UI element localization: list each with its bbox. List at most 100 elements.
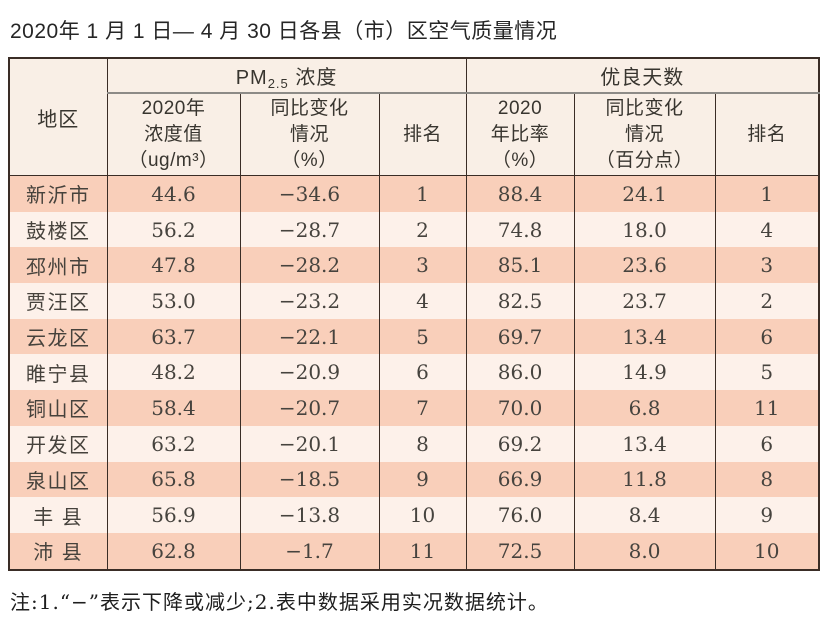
header-pm-change: 同比变化 情况 （%）: [239, 93, 380, 176]
pm-rank-cell: 6: [378, 354, 467, 391]
pm25-label-subscript: 2.5: [267, 76, 289, 91]
region-cell: 泉山区: [8, 461, 108, 498]
pm-rank-cell: 4: [378, 283, 467, 319]
table-row: 鼓楼区 56.2 −28.7 2 74.8 18.0 4: [8, 211, 820, 248]
ratio-cell: 66.9: [465, 461, 575, 498]
pm-rank-cell: 7: [378, 390, 467, 426]
header-ratio-change: 同比变化 情况 （百分点）: [573, 93, 716, 176]
pm-rank-cell: 9: [378, 461, 467, 498]
region-cell: 云龙区: [8, 318, 108, 355]
ratio-change-cell: 14.9: [573, 354, 716, 391]
region-cell: 铜山区: [8, 390, 108, 426]
ratio-change-cell: 8.4: [573, 497, 716, 533]
pm-change-cell: −18.5: [239, 461, 380, 498]
ratio-change-cell: 13.4: [573, 318, 716, 355]
region-cell: 睢宁县: [8, 354, 108, 391]
ratio-rank-cell: 4: [714, 211, 820, 248]
pm-value-cell: 47.8: [106, 247, 241, 284]
region-cell: 邳州市: [8, 247, 108, 284]
ratio-cell: 74.8: [465, 211, 575, 248]
ratio-change-cell: 23.6: [573, 247, 716, 284]
ratio-cell: 82.5: [465, 283, 575, 319]
ratio-rank-cell: 10: [714, 532, 820, 570]
pm-change-cell: −28.2: [239, 247, 380, 284]
ratio-rank-cell: 9: [714, 497, 820, 533]
ratio-change-cell: 23.7: [573, 283, 716, 319]
table-row: 贾汪区 53.0 −23.2 4 82.5 23.7 2: [8, 283, 820, 319]
table-row: 泉山区 65.8 −18.5 9 66.9 11.8 8: [8, 461, 820, 498]
pm25-label-base: PM: [235, 67, 268, 89]
table-row: 丰 县 56.9 −13.8 10 76.0 8.4 9: [8, 497, 820, 533]
table-row: 睢宁县 48.2 −20.9 6 86.0 14.9 5: [8, 354, 820, 391]
pm25-label-rest: 浓度: [288, 67, 338, 89]
pm-change-cell: −20.9: [239, 354, 380, 391]
pm-change-cell: −20.1: [239, 425, 380, 462]
ratio-cell: 85.1: [465, 247, 575, 284]
table-row: 铜山区 58.4 −20.7 7 70.0 6.8 11: [8, 390, 820, 426]
ratio-change-cell: 13.4: [573, 425, 716, 462]
pm-rank-cell: 1: [378, 175, 467, 212]
pm-change-cell: −1.7: [239, 532, 380, 570]
pm-value-cell: 48.2: [106, 354, 241, 391]
pm-value-cell: 63.2: [106, 425, 241, 462]
ratio-cell: 69.2: [465, 425, 575, 462]
ratio-rank-cell: 5: [714, 354, 820, 391]
ratio-rank-cell: 1: [714, 175, 820, 212]
pm-value-cell: 63.7: [106, 318, 241, 355]
ratio-cell: 88.4: [465, 175, 575, 212]
ratio-rank-cell: 8: [714, 461, 820, 498]
ratio-cell: 69.7: [465, 318, 575, 355]
region-cell: 新沂市: [8, 175, 108, 212]
pm-change-cell: −28.7: [239, 211, 380, 248]
pm-rank-cell: 3: [378, 247, 467, 284]
header-group-good-days: 优良天数: [465, 58, 820, 94]
air-quality-table: 地区 PM2.5 浓度 优良天数 2020年 浓度值 （ug/m³） 同比变化 …: [8, 57, 821, 571]
pm-change-cell: −22.1: [239, 318, 380, 355]
group-header-row: 地区 PM2.5 浓度 优良天数: [8, 58, 820, 176]
ratio-cell: 86.0: [465, 354, 575, 391]
pm-change-cell: −20.7: [239, 390, 380, 426]
pm-value-cell: 62.8: [106, 532, 241, 570]
footnote: 注:1.“−”表示下降或减少;2.表中数据采用实况数据统计。: [10, 589, 549, 614]
header-region: 地区: [8, 58, 108, 176]
header-pm-rank: 排名: [378, 93, 467, 176]
table-row: 云龙区 63.7 −22.1 5 69.7 13.4 6: [8, 318, 820, 355]
header-pm-value: 2020年 浓度值 （ug/m³）: [106, 93, 241, 176]
pm-value-cell: 58.4: [106, 390, 241, 426]
table-row: 邳州市 47.8 −28.2 3 85.1 23.6 3: [8, 247, 820, 284]
ratio-change-cell: 11.8: [573, 461, 716, 498]
region-cell: 丰 县: [8, 497, 108, 533]
table-header: 地区 PM2.5 浓度 优良天数 2020年 浓度值 （ug/m³） 同比变化 …: [8, 58, 820, 176]
ratio-change-cell: 6.8: [573, 390, 716, 426]
pm-rank-cell: 10: [378, 497, 467, 533]
pm-value-cell: 65.8: [106, 461, 241, 498]
pm-value-cell: 56.2: [106, 211, 241, 248]
page-title: 2020年 1 月 1 日— 4 月 30 日各县（市）区空气质量情况: [10, 20, 558, 43]
ratio-change-cell: 8.0: [573, 532, 716, 570]
ratio-cell: 76.0: [465, 497, 575, 533]
header-ratio-rank: 排名: [714, 93, 820, 176]
region-cell: 鼓楼区: [8, 211, 108, 248]
pm-value-cell: 56.9: [106, 497, 241, 533]
pm-value-cell: 44.6: [106, 175, 241, 212]
pm-change-cell: −23.2: [239, 283, 380, 319]
table-body: 新沂市 44.6 −34.6 1 88.4 24.1 1 鼓楼区 56.2 −28.7 2 74.8 1…: [8, 175, 820, 570]
pm-rank-cell: 11: [378, 532, 467, 570]
sub-header-row: 2020年 浓度值 （ug/m³） 同比变化 情况 （%） 排名 2020 年比…: [9, 93, 820, 176]
region-cell: 开发区: [8, 425, 108, 462]
pm-value-cell: 53.0: [106, 283, 241, 319]
ratio-rank-cell: 6: [714, 425, 820, 462]
ratio-cell: 70.0: [465, 390, 575, 426]
ratio-rank-cell: 3: [714, 247, 820, 284]
region-cell: 沛 县: [8, 532, 108, 570]
pm-rank-cell: 8: [378, 425, 467, 462]
ratio-rank-cell: 2: [714, 283, 820, 319]
region-cell: 贾汪区: [8, 283, 108, 319]
table-row: 新沂市 44.6 −34.6 1 88.4 24.1 1: [8, 175, 820, 212]
table-row: 开发区 63.2 −20.1 8 69.2 13.4 6: [8, 425, 820, 462]
pm-change-cell: −13.8: [239, 497, 380, 533]
pm-change-cell: −34.6: [239, 175, 380, 212]
pm-rank-cell: 2: [378, 211, 467, 248]
pm-rank-cell: 5: [378, 318, 467, 355]
